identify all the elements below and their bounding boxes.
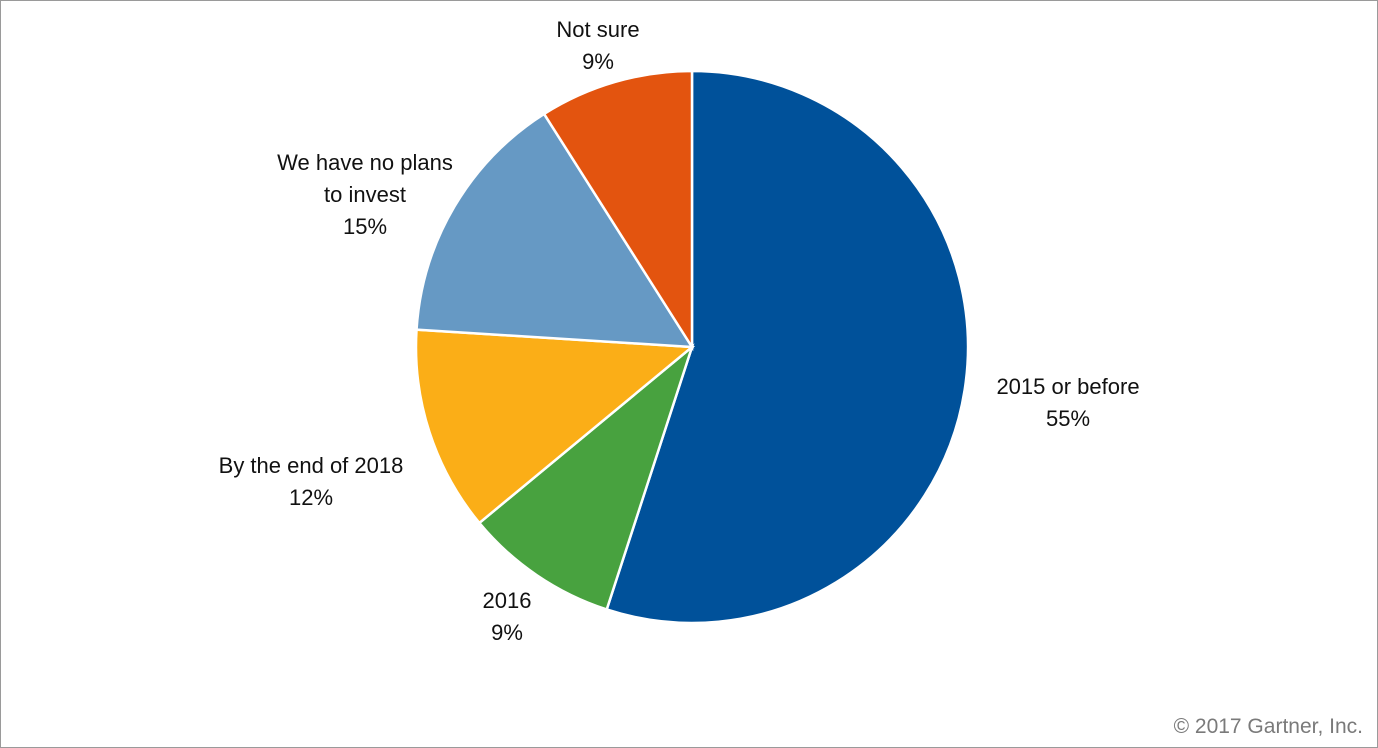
- data-label-name: We have no plans to invest: [277, 150, 453, 207]
- data-label: We have no plans to invest 15%: [275, 147, 455, 243]
- data-label: By the end of 2018 12%: [219, 450, 404, 514]
- pie-slice-2016: [477, 343, 695, 612]
- data-label-value: 9%: [491, 620, 523, 645]
- data-label-name: 2015 or before: [996, 374, 1140, 399]
- data-label: Not sure 9%: [556, 14, 639, 78]
- data-label-name: 2016: [482, 588, 532, 613]
- data-label-value: 9%: [582, 49, 614, 74]
- data-label-value: 12%: [288, 485, 334, 510]
- data-label-value: 15%: [342, 214, 388, 239]
- copyright: © 2017 Gartner, Inc.: [1173, 715, 1363, 738]
- pie-slice-not-sure: [542, 69, 694, 352]
- data-label-value: 55%: [1045, 406, 1091, 431]
- pie-slice-by-the-end-of-2018: [414, 328, 696, 525]
- data-label-name: Not sure: [556, 17, 640, 42]
- pie-slice-2015-or-before: [605, 69, 970, 625]
- pie-slice-we-have-no-plans-to-invest: [415, 112, 695, 349]
- data-label: 2015 or before 55%: [996, 371, 1139, 435]
- data-label: 2016 9%: [483, 585, 532, 649]
- data-label-name: By the end of 2018: [218, 453, 404, 478]
